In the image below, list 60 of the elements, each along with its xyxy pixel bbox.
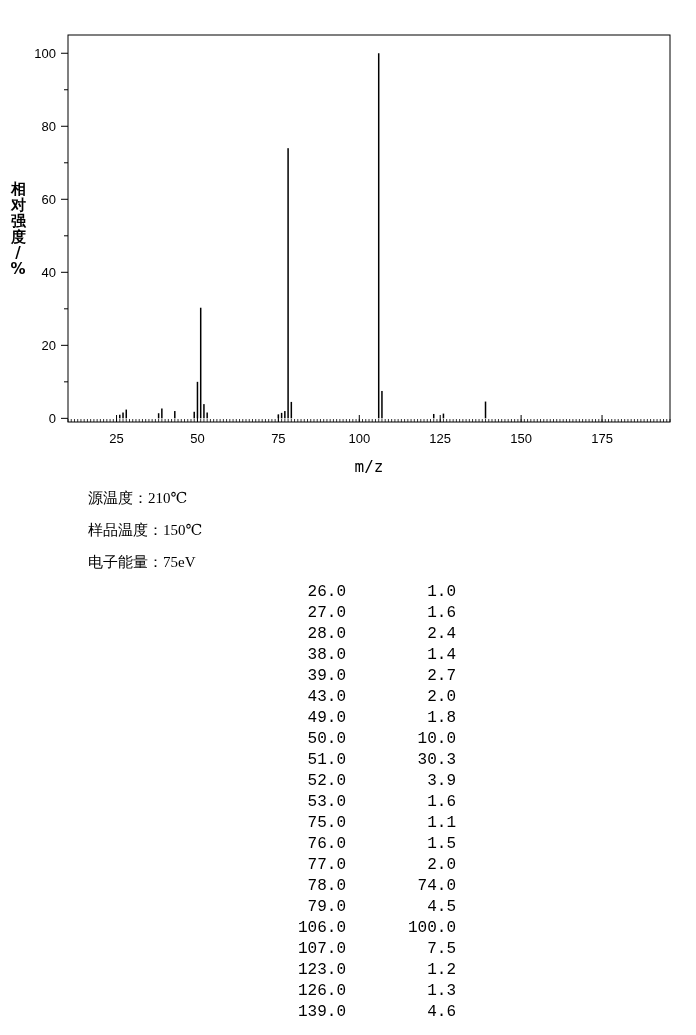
text: 电子能量：75eV xyxy=(88,554,196,570)
text: 39.0 xyxy=(307,667,346,685)
y-tick-label: 20 xyxy=(41,338,56,354)
text: 1.8 xyxy=(427,709,456,727)
x-axis-title: m/z xyxy=(354,457,384,476)
x-tick-label: 150 xyxy=(510,431,532,446)
text: 30.3 xyxy=(417,751,456,769)
y-tick-label: 60 xyxy=(41,192,56,208)
text: 2.0 xyxy=(427,856,456,874)
y-tick-label: 80 xyxy=(41,119,56,135)
y-tick-label: 40 xyxy=(41,265,56,281)
text: 107.0 xyxy=(297,940,346,958)
text: 50.0 xyxy=(307,730,346,748)
text: 源温度：210℃ xyxy=(88,490,188,506)
text: 1.3 xyxy=(427,982,456,1000)
text: 1.0 xyxy=(427,583,456,601)
text: 74.0 xyxy=(417,877,456,895)
text: 1.2 xyxy=(427,961,456,979)
text: 79.0 xyxy=(307,898,346,916)
text: 10.0 xyxy=(417,730,456,748)
y-tick-label: 100 xyxy=(34,46,56,62)
text: 52.0 xyxy=(307,772,346,790)
text: 27.0 xyxy=(307,604,346,622)
text: 7.5 xyxy=(427,940,456,958)
text: 53.0 xyxy=(307,793,346,811)
text: 2.4 xyxy=(427,625,456,643)
text: 3.9 xyxy=(427,772,456,790)
text: 49.0 xyxy=(307,709,346,727)
x-tick-label: 175 xyxy=(591,431,613,446)
text: 4.5 xyxy=(427,898,456,916)
text: 样品温度：150℃ xyxy=(88,522,203,538)
text: 2.0 xyxy=(427,688,456,706)
text: 1.4 xyxy=(427,646,456,664)
y-tick-label: 0 xyxy=(48,411,56,427)
text: 126.0 xyxy=(297,982,346,1000)
text: 75.0 xyxy=(307,814,346,832)
text: 38.0 xyxy=(307,646,346,664)
y-axis-title: 相对强度/% xyxy=(9,179,27,278)
text: 123.0 xyxy=(297,961,346,979)
text: 43.0 xyxy=(307,688,346,706)
text: 28.0 xyxy=(307,625,346,643)
text: 106.0 xyxy=(297,919,346,937)
text: 76.0 xyxy=(307,835,346,853)
x-tick-label: 125 xyxy=(429,431,452,446)
x-tick-label: 25 xyxy=(109,431,124,446)
text: 4.6 xyxy=(427,1003,456,1021)
text: 1.6 xyxy=(427,604,456,622)
text: 1.5 xyxy=(427,835,456,853)
text: 1.1 xyxy=(427,814,456,832)
x-tick-label: 75 xyxy=(271,431,286,446)
text: 1.6 xyxy=(427,793,456,811)
x-tick-label: 100 xyxy=(348,431,371,446)
text: 2.7 xyxy=(427,667,456,685)
text: 100.0 xyxy=(407,919,456,937)
text: 139.0 xyxy=(297,1003,346,1021)
text: 77.0 xyxy=(307,856,346,874)
text: 26.0 xyxy=(307,583,346,601)
x-tick-label: 50 xyxy=(190,431,205,446)
text: 78.0 xyxy=(307,877,346,895)
text: 51.0 xyxy=(307,751,346,769)
